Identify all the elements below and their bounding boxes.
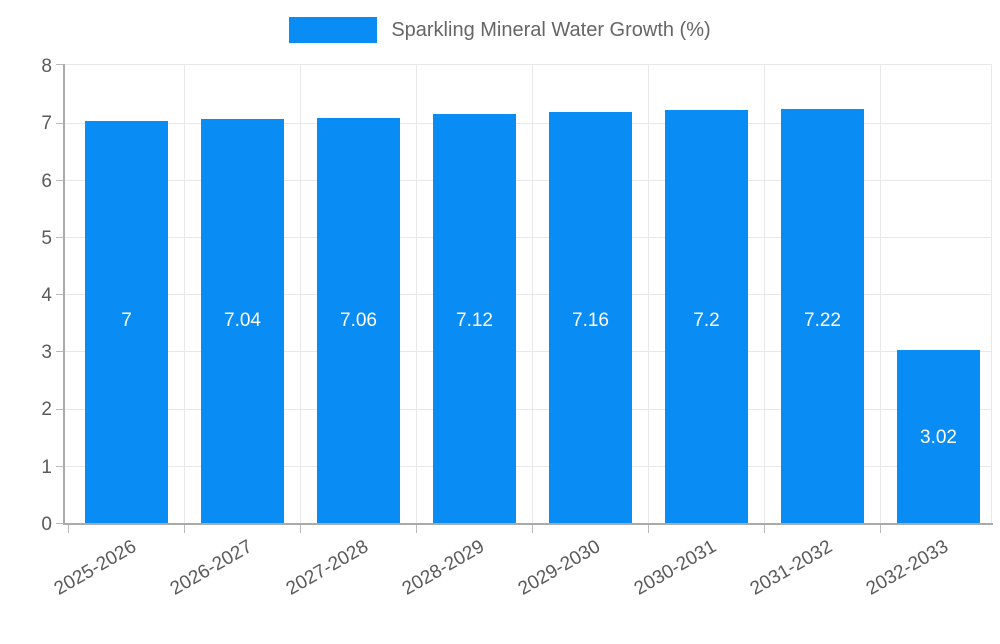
x-axis-line [63, 523, 993, 525]
bar-2029-2030[interactable] [549, 112, 632, 523]
gridline-y-4 [64, 294, 992, 295]
x-tick-mark-3 [416, 525, 417, 533]
bar-value-2029-2030: 7.16 [572, 310, 609, 331]
x-tick-label-2031-2032: 2031-2032 [746, 536, 836, 600]
bar-value-2028-2029: 7.12 [456, 310, 493, 331]
y-tick-label-4: 4 [41, 285, 52, 306]
x-tick-label-2030-2031: 2030-2031 [630, 536, 720, 600]
gridline-x-3 [416, 64, 417, 523]
y-tick-label-3: 3 [41, 342, 52, 363]
x-tick-label-2028-2029: 2028-2029 [398, 536, 488, 600]
gridline-x-1 [184, 64, 185, 523]
legend-color-swatch-icon [289, 17, 378, 43]
y-tick-label-5: 5 [41, 228, 52, 249]
y-tick-mark-8 [56, 64, 63, 65]
bar-2027-2028[interactable] [317, 118, 400, 523]
legend-label: Sparkling Mineral Water Growth (%) [391, 19, 711, 41]
x-tick-label-2029-2030: 2029-2030 [514, 536, 604, 600]
gridline-x-right [991, 64, 992, 523]
x-tick-mark-7 [880, 525, 881, 533]
x-tick-label-2025-2026: 2025-2026 [50, 536, 140, 600]
y-tick-mark-3 [56, 351, 63, 352]
bar-value-2030-2031: 7.2 [693, 310, 720, 331]
bar-2028-2029[interactable] [433, 114, 516, 523]
bar-value-2027-2028: 7.06 [340, 310, 377, 331]
y-tick-label-2: 2 [41, 399, 52, 420]
y-tick-mark-4 [56, 294, 63, 295]
bar-value-2026-2027: 7.04 [224, 310, 261, 331]
x-tick-mark-1 [184, 525, 185, 533]
bar-value-2025-2026: 7 [121, 310, 132, 331]
x-tick-label-2026-2027: 2026-2027 [166, 536, 256, 600]
y-tick-label-7: 7 [41, 113, 52, 134]
y-axis-line [63, 64, 65, 523]
y-tick-mark-6 [56, 180, 63, 181]
x-tick-mark-4 [532, 525, 533, 533]
y-tick-mark-2 [56, 409, 63, 410]
y-tick-label-6: 6 [41, 171, 52, 192]
bar-value-2031-2032: 7.22 [804, 310, 841, 331]
y-tick-mark-0 [56, 523, 63, 524]
gridline-y-7 [64, 123, 992, 124]
plot-area: 7 7.04 7.06 7.12 7.16 7.2 7.22 3.02 [63, 64, 993, 525]
gridline-y-1 [64, 466, 992, 467]
gridline-x-5 [648, 64, 649, 523]
gridline-x-7 [880, 64, 881, 523]
legend-item-sparkling-mineral-water-growth[interactable]: Sparkling Mineral Water Growth (%) [289, 17, 711, 43]
gridline-y-3 [64, 351, 992, 352]
bar-2030-2031[interactable] [665, 110, 748, 523]
gridline-y-2 [64, 409, 992, 410]
gridline-x-2 [300, 64, 301, 523]
x-tick-mark-2 [300, 525, 301, 533]
y-tick-mark-5 [56, 237, 63, 238]
gridline-x-6 [764, 64, 765, 523]
y-tick-mark-1 [56, 466, 63, 467]
gridline-x-4 [532, 64, 533, 523]
y-tick-label-1: 1 [41, 457, 52, 478]
y-tick-mark-7 [56, 123, 63, 124]
gridline-y-6 [64, 180, 992, 181]
bar-2031-2032[interactable] [781, 109, 864, 523]
bar-chart: Sparkling Mineral Water Growth (%) 0 1 2… [0, 12, 1000, 600]
x-tick-mark-6 [764, 525, 765, 533]
bar-value-2032-2033: 3.02 [920, 427, 957, 448]
chart-legend: Sparkling Mineral Water Growth (%) [0, 12, 1000, 48]
x-tick-mark-0 [68, 525, 69, 533]
bar-2032-2033[interactable] [897, 350, 980, 523]
y-tick-label-0: 0 [41, 514, 52, 535]
x-tick-label-2032-2033: 2032-2033 [862, 536, 952, 600]
y-tick-label-8: 8 [41, 56, 52, 77]
gridline-y-8 [64, 64, 992, 65]
bar-2025-2026[interactable] [85, 121, 168, 523]
bar-2026-2027[interactable] [201, 119, 284, 523]
x-tick-mark-5 [648, 525, 649, 533]
x-tick-label-2027-2028: 2027-2028 [282, 536, 372, 600]
gridline-y-5 [64, 237, 992, 238]
